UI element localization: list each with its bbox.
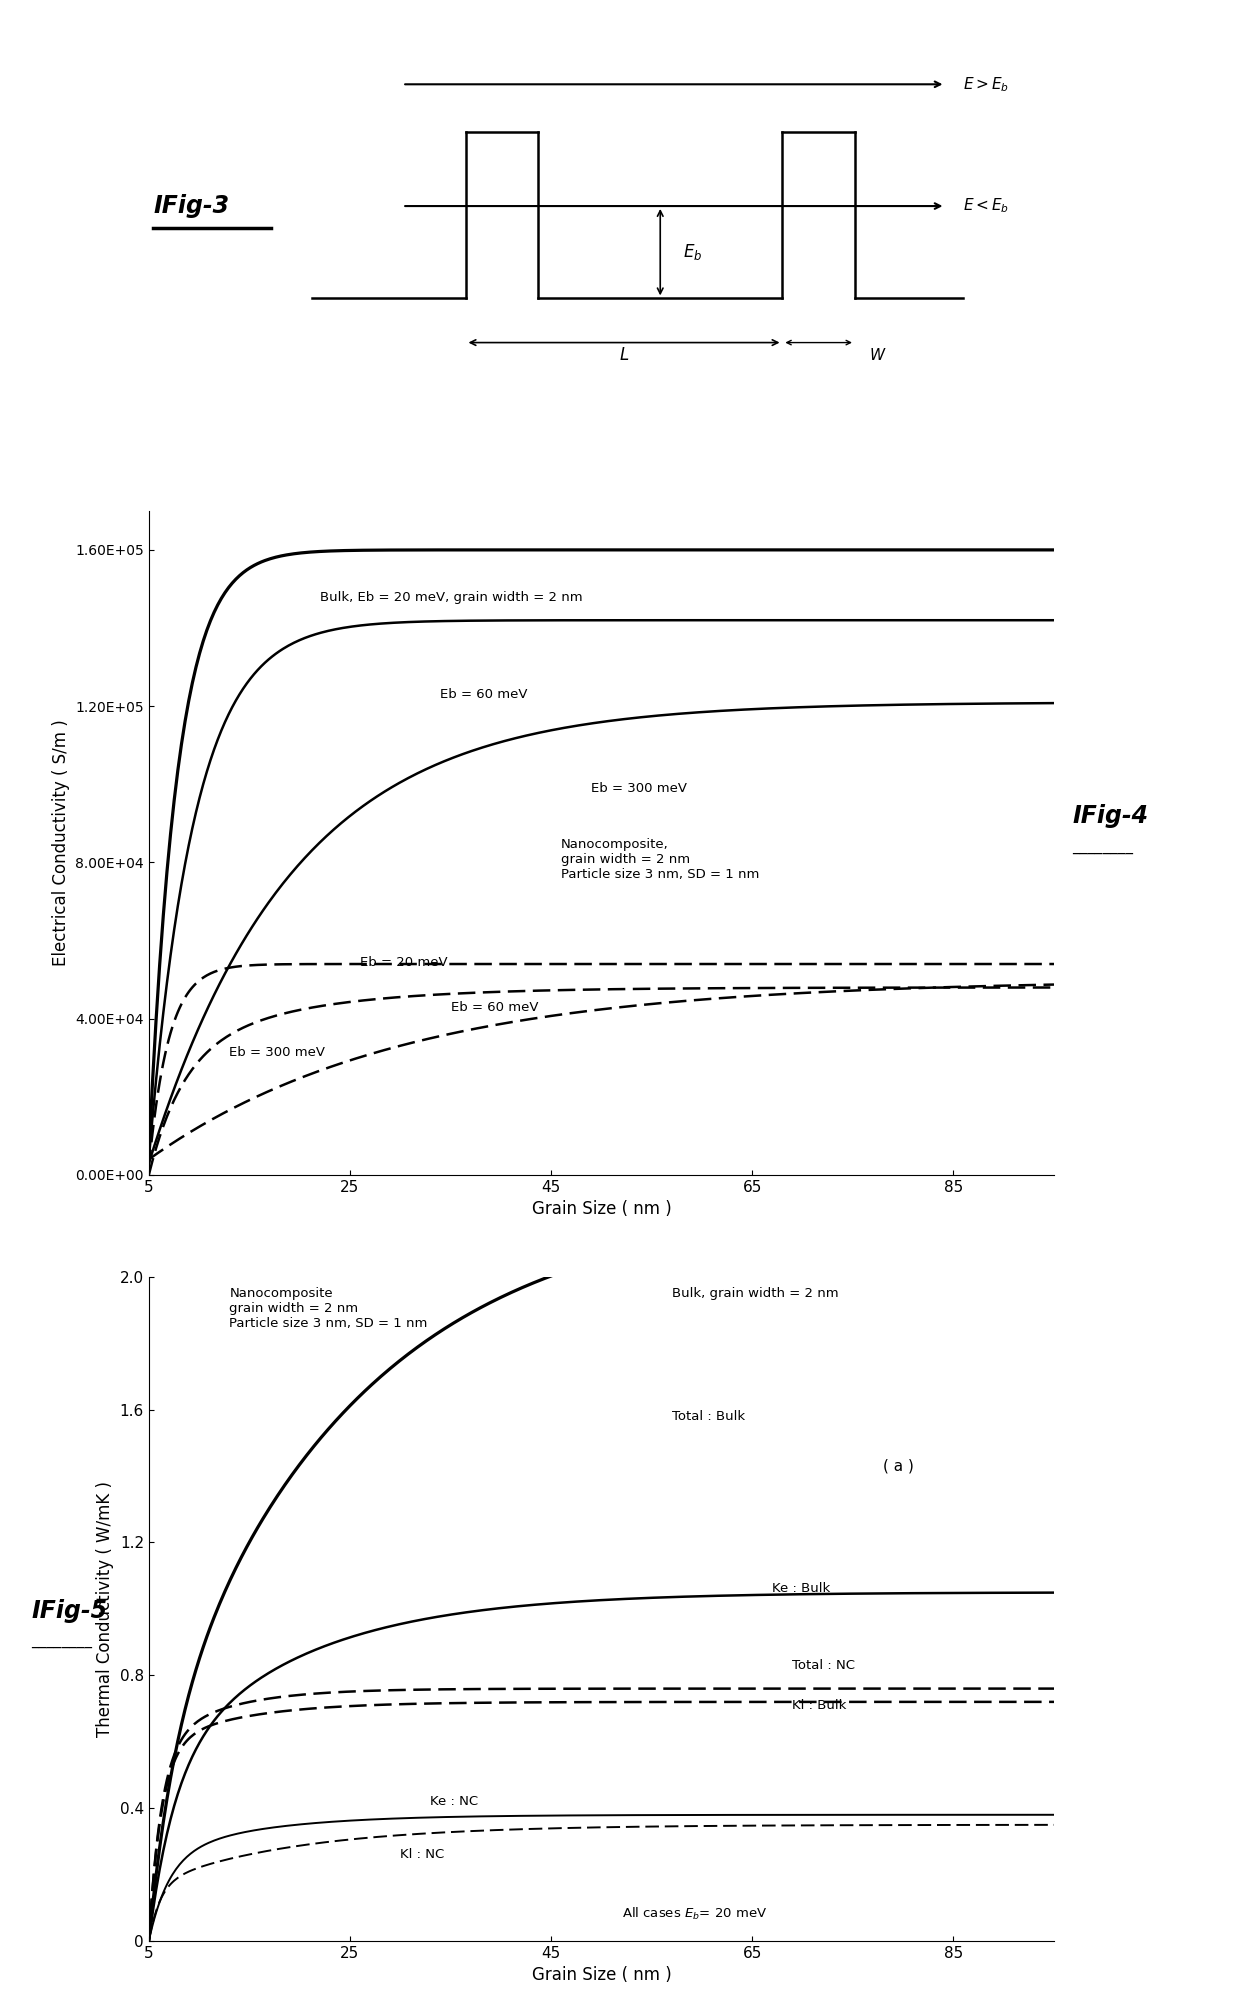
Text: Total : NC: Total : NC bbox=[792, 1659, 856, 1673]
Text: Nanocomposite,
grain width = 2 nm
Particle size 3 nm, SD = 1 nm: Nanocomposite, grain width = 2 nm Partic… bbox=[562, 838, 760, 880]
Text: IFig-5: IFig-5 bbox=[31, 1599, 107, 1623]
Text: $L$: $L$ bbox=[619, 346, 629, 364]
Text: Total : Bulk: Total : Bulk bbox=[672, 1411, 745, 1423]
Text: Eb = 300 meV: Eb = 300 meV bbox=[591, 782, 687, 794]
Text: IFig-4: IFig-4 bbox=[1073, 804, 1148, 828]
Y-axis label: Thermal Conductivity ( W/mK ): Thermal Conductivity ( W/mK ) bbox=[97, 1481, 114, 1737]
Text: Kl : Bulk: Kl : Bulk bbox=[792, 1699, 847, 1711]
X-axis label: Grain Size ( nm ): Grain Size ( nm ) bbox=[532, 1201, 671, 1219]
Text: Eb = 60 meV: Eb = 60 meV bbox=[440, 688, 528, 702]
Text: $W$: $W$ bbox=[869, 348, 887, 364]
Text: Eb = 300 meV: Eb = 300 meV bbox=[229, 1047, 325, 1059]
Text: $E > E_b$: $E > E_b$ bbox=[963, 74, 1009, 94]
Text: All cases $E_b$= 20 meV: All cases $E_b$= 20 meV bbox=[621, 1905, 766, 1921]
Text: IFig-3: IFig-3 bbox=[154, 194, 229, 218]
Text: Kl : NC: Kl : NC bbox=[401, 1849, 444, 1861]
Y-axis label: Electrical Conductivity ( S/m ): Electrical Conductivity ( S/m ) bbox=[52, 720, 69, 966]
Text: Eb = 60 meV: Eb = 60 meV bbox=[450, 1000, 538, 1015]
Text: ________: ________ bbox=[1073, 838, 1133, 854]
Text: Bulk, Eb = 20 meV, grain width = 2 nm: Bulk, Eb = 20 meV, grain width = 2 nm bbox=[320, 590, 583, 604]
X-axis label: Grain Size ( nm ): Grain Size ( nm ) bbox=[532, 1967, 671, 1985]
Text: Ke : NC: Ke : NC bbox=[430, 1795, 479, 1809]
Text: ________: ________ bbox=[31, 1633, 92, 1649]
Text: Bulk, grain width = 2 nm: Bulk, grain width = 2 nm bbox=[672, 1287, 838, 1301]
Text: $E < E_b$: $E < E_b$ bbox=[963, 196, 1009, 216]
Text: Nanocomposite
grain width = 2 nm
Particle size 3 nm, SD = 1 nm: Nanocomposite grain width = 2 nm Particl… bbox=[229, 1287, 428, 1331]
Text: Eb = 20 meV: Eb = 20 meV bbox=[360, 956, 448, 968]
Text: ( a ): ( a ) bbox=[883, 1459, 914, 1473]
Text: $E_b$: $E_b$ bbox=[683, 242, 702, 262]
Text: Ke : Bulk: Ke : Bulk bbox=[773, 1583, 831, 1595]
